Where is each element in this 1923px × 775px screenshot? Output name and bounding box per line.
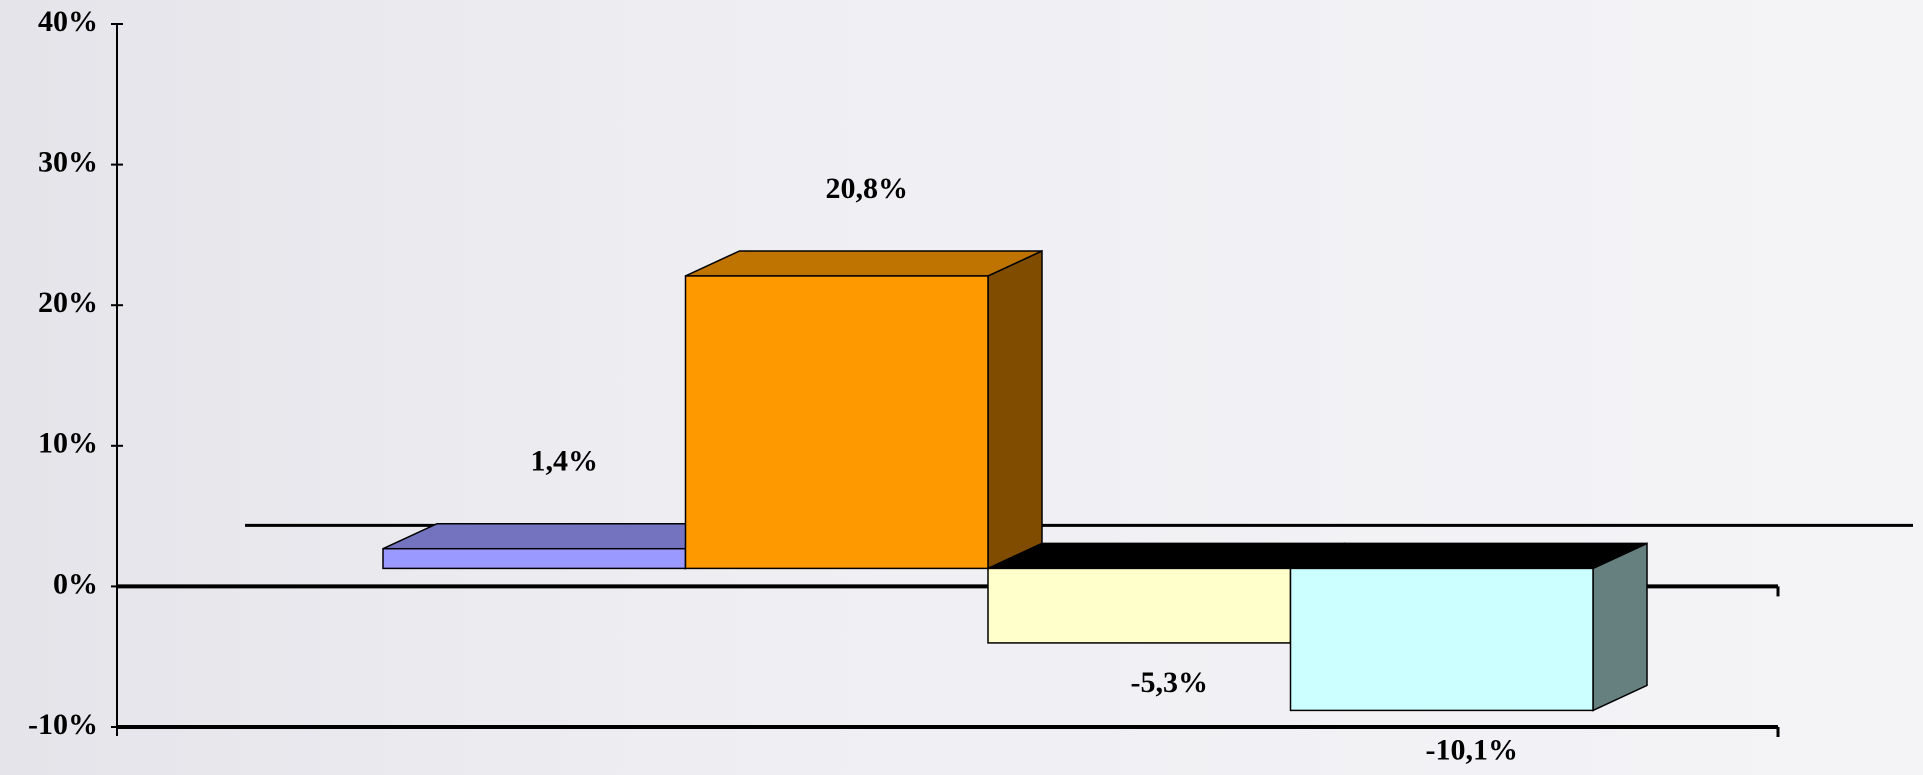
y-tick-label: 30% (38, 145, 98, 178)
bar-side (988, 251, 1042, 568)
data-label: -10,1% (1426, 733, 1519, 766)
data-label: 1,4% (531, 445, 599, 478)
bar-top (1291, 543, 1648, 568)
y-tick-label: 20% (38, 286, 98, 319)
y-tick-label: 40% (38, 5, 98, 38)
bar (1291, 568, 1594, 710)
y-tick-label: 0% (53, 567, 98, 600)
bar-top (988, 543, 1345, 568)
y-tick-label: 10% (38, 427, 98, 460)
bar-side (1593, 543, 1647, 710)
chart: -10% 0% 10% 20% 30% 40% 1,4% 20,8% -5,3% -10,1% (0, 0, 1923, 775)
y-tick-label: -10% (28, 708, 98, 741)
bar (686, 276, 989, 568)
page: -10%0%10%20%30%40%1,4%20,8%-5,3%-10,1% (… (0, 0, 1923, 775)
bar-top (686, 251, 1043, 276)
data-label: -5,3% (1131, 666, 1209, 699)
data-label: 20,8% (826, 172, 909, 205)
bar (988, 568, 1291, 643)
bar (383, 549, 686, 569)
